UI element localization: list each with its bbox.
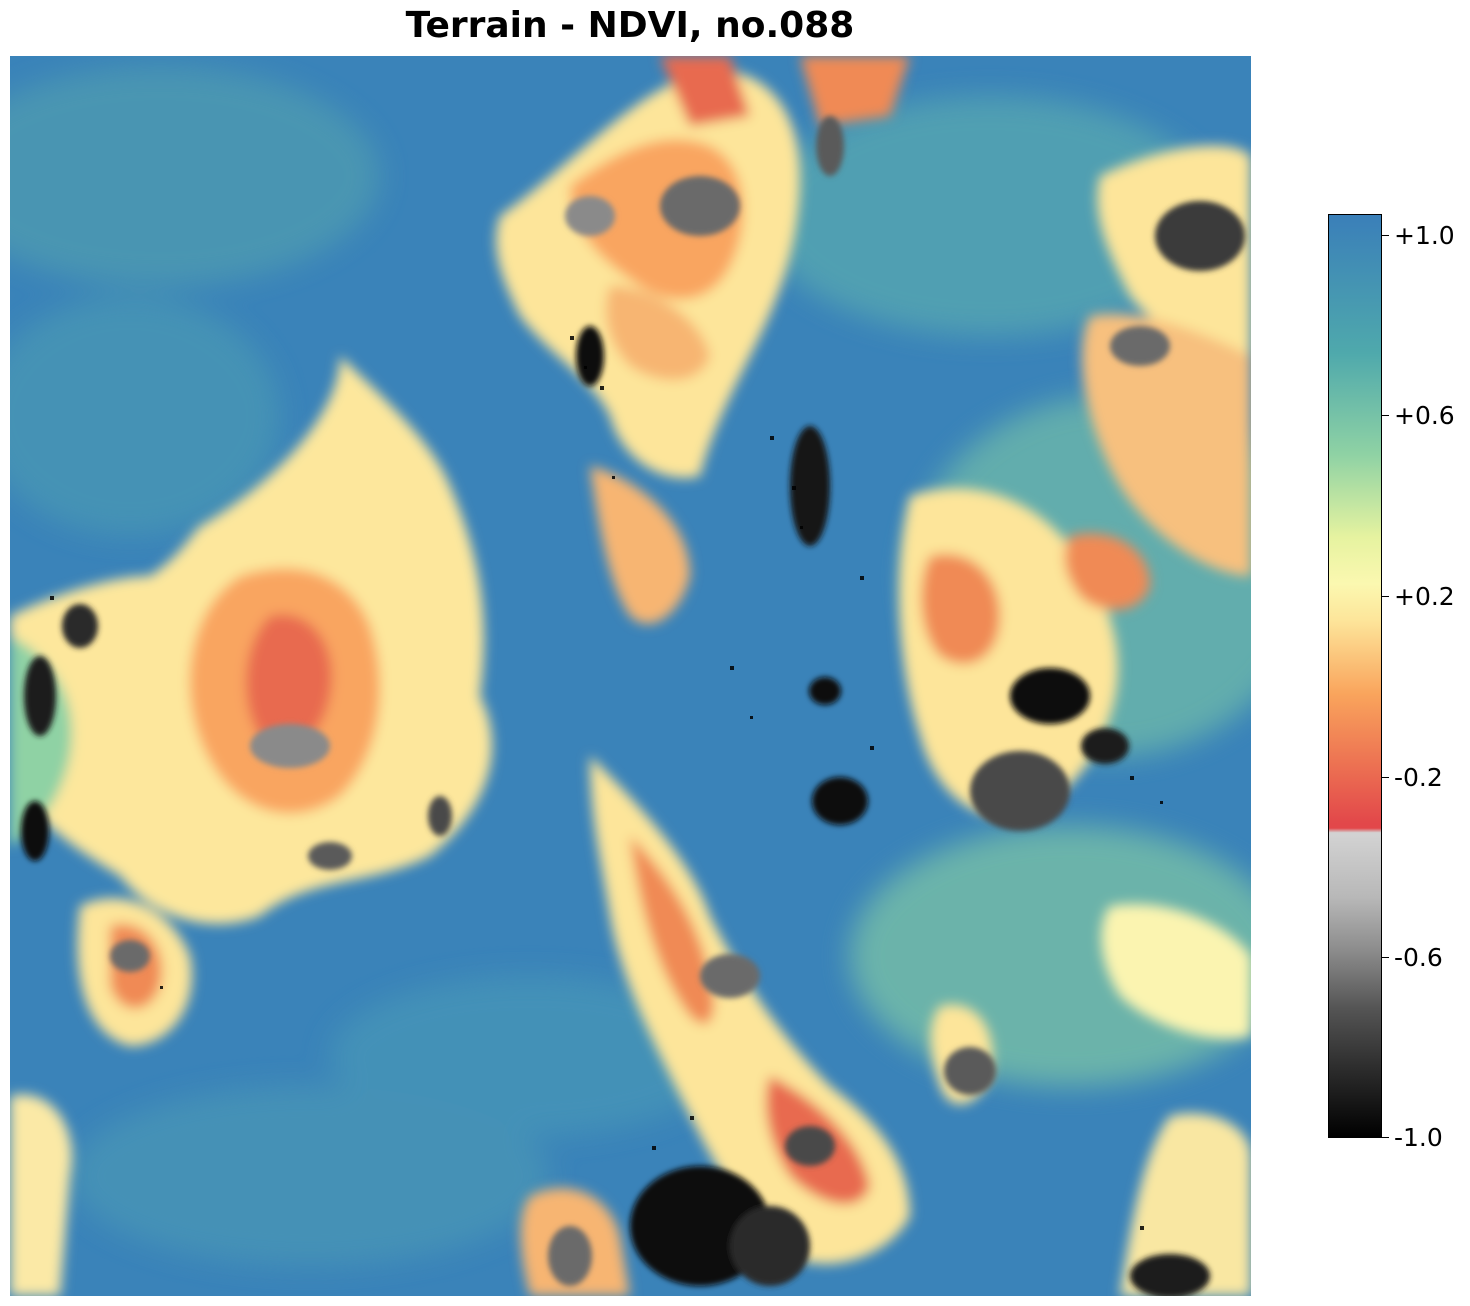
colorbar-tick — [1382, 235, 1389, 236]
colorbar-tick-label: +0.2 — [1394, 582, 1455, 611]
colorbar-tick-label: -0.6 — [1394, 943, 1443, 972]
colorbar-tick — [1382, 596, 1389, 597]
colorbar-tick-label: -0.2 — [1394, 763, 1443, 792]
colorbar-tick — [1382, 957, 1389, 958]
colorbar-tick-label: +1.0 — [1394, 221, 1455, 250]
colorbar-tick — [1382, 415, 1389, 416]
ndvi-terrain-image — [10, 56, 1251, 1296]
colorbar-tick — [1382, 1137, 1389, 1138]
colorbar-tick — [1382, 777, 1389, 778]
chart-title: Terrain - NDVI, no.088 — [405, 5, 855, 46]
colorbar-tick-label: +0.6 — [1394, 401, 1455, 430]
colorbar — [1328, 214, 1382, 1138]
colorbar-tick-label: -1.0 — [1394, 1123, 1443, 1152]
